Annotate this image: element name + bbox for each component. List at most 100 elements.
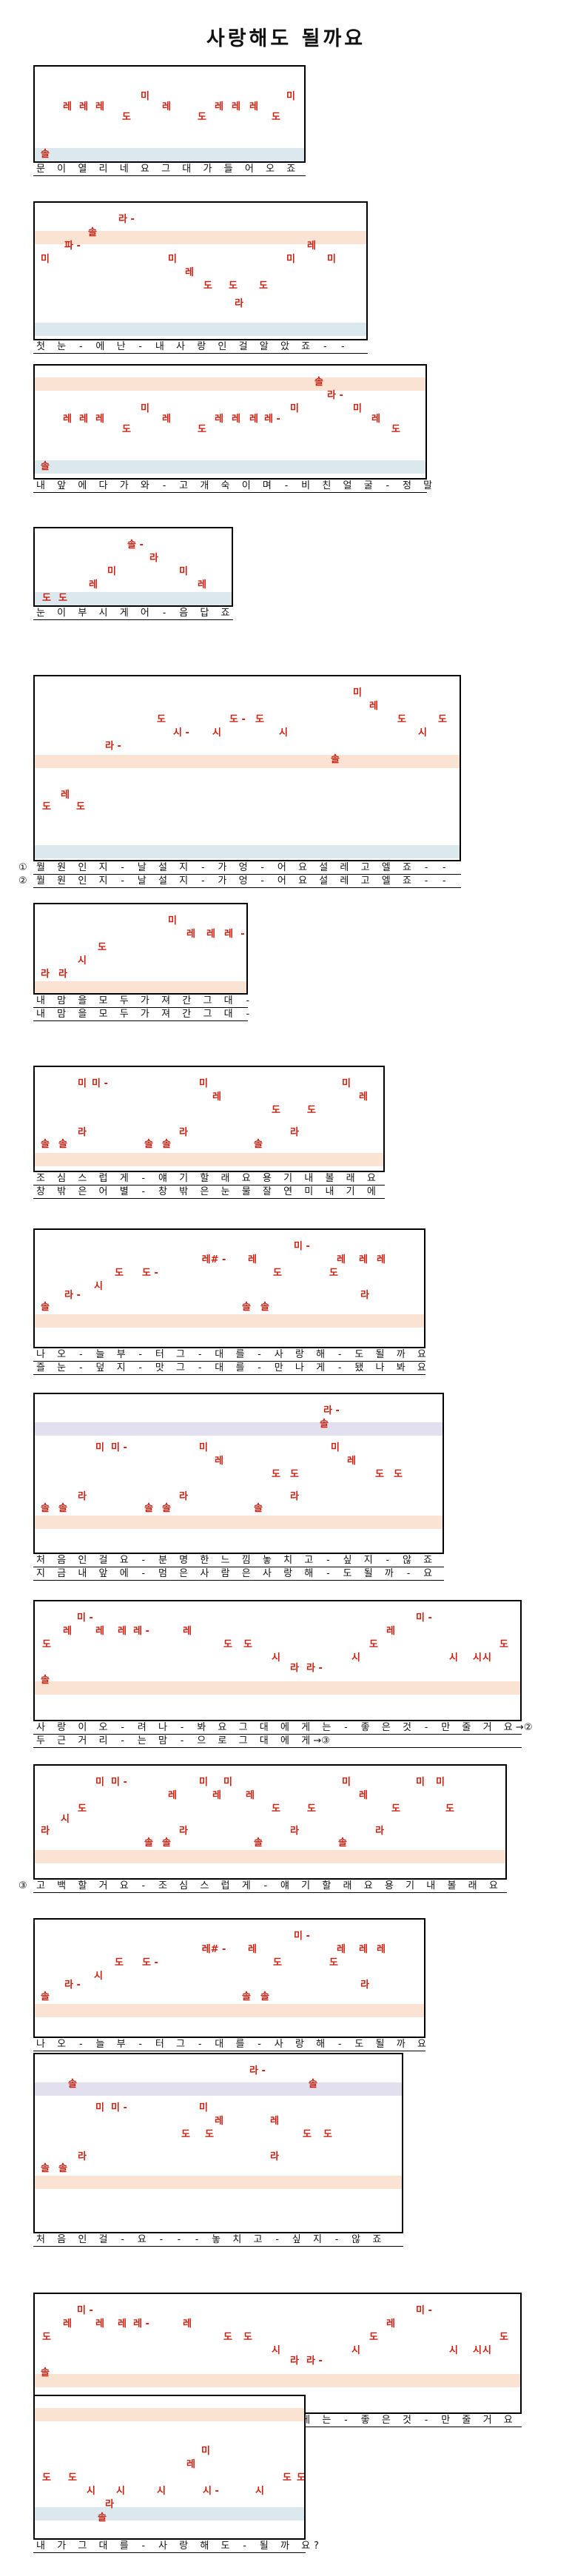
staff-band: [35, 2408, 304, 2421]
note: 미 -: [416, 1612, 432, 1624]
note: 레: [212, 1092, 221, 1103]
note: 도: [243, 1639, 252, 1650]
lyric-text: 사 랑 이 오 - 려 나 - 봐 요 그 대 에 게 는 - 좋 은 것 - …: [36, 1722, 516, 1733]
note: 시: [255, 2486, 264, 2497]
note: 도: [58, 593, 67, 604]
lyric-line: 뭘 원 인 지 - 날 설 지 - 가 엉 - 어 요 설 레 고 엘 죠 - …: [36, 862, 450, 874]
note: 레: [386, 1626, 395, 1637]
note: 도: [394, 1469, 403, 1480]
lyric-underline: [33, 1020, 248, 1021]
note: 라: [290, 2355, 299, 2367]
note: 도: [329, 1957, 338, 1968]
lyric-line: 내 맘 을 모 두 가 져 간 그 대 -: [36, 1009, 254, 1020]
lyric-text: 처 음 인 걸 요 - 분 명 한 느 낌 놓 치 고 - 싶 지 - 않 죠: [36, 1555, 436, 1566]
note: 시: [449, 2345, 458, 2356]
note: 라: [179, 1491, 188, 1502]
note: 도: [273, 1957, 282, 1968]
note: 레: [95, 2318, 104, 2330]
staff-band: [35, 592, 232, 605]
note: 라: [290, 1663, 299, 1674]
lyric-line: 눈 이 부 시 게 어 - 음 답 죠: [36, 608, 233, 619]
staff-band: [35, 231, 366, 244]
lyric-text: 나 오 - 늘 부 - 터 그 - 대 를 - 사 랑 해 - 도 될 까 요: [36, 1349, 430, 1360]
note: 솔: [144, 1503, 153, 1514]
note: 레: [347, 1456, 356, 1467]
lyric-text: 문 이 열 리 네 요 그 대 가 들 어 오 죠: [36, 164, 299, 175]
lyric-text: 즐 눈 - 덮 지 - 맛 그 - 대 를 - 만 나 게 - 됐 나 봐 요: [36, 1362, 430, 1373]
lyric-underline: [33, 353, 368, 354]
note: 도: [375, 1469, 384, 1480]
note: 솔: [242, 1991, 251, 2002]
note: 레 -: [133, 2318, 149, 2330]
note: 솔: [162, 1837, 171, 1849]
note: 레: [249, 414, 258, 425]
note: 미: [141, 403, 149, 414]
section-marker: ②: [18, 875, 27, 887]
note: 미: [95, 2102, 104, 2113]
staff-band: [35, 1153, 383, 1166]
note: 솔: [58, 1503, 67, 1514]
note: 레: [63, 414, 72, 425]
staff-band: [35, 981, 246, 993]
staff-band: [35, 755, 460, 768]
note: 레: [359, 1254, 368, 1265]
lyric-text: 내 맘 을 모 두 가 져 간 그 대 -: [36, 1009, 254, 1020]
note: 도: [329, 1268, 338, 1279]
lyric-underline: [33, 887, 461, 888]
note: 도: [198, 424, 206, 435]
note: 라: [270, 2151, 279, 2162]
note: 솔: [314, 377, 323, 388]
note: 시: [94, 1971, 103, 1982]
note: 레: [224, 929, 233, 940]
lyric-line: 첫 눈 - 에 난 - 내 사 랑 인 걸 알 았 죠 - -: [36, 341, 349, 353]
note: 레: [95, 101, 104, 112]
note: 라: [290, 1127, 299, 1138]
note: 미: [436, 1777, 445, 1788]
note: 시: [473, 2345, 482, 2356]
note: 미: [199, 1078, 208, 1089]
note: 솔 -: [127, 539, 144, 551]
note: 도: [273, 1268, 282, 1279]
lyric-underline: [33, 1747, 522, 1748]
staff-band: [35, 2176, 402, 2189]
note: 솔: [331, 754, 340, 765]
note: 미 -: [111, 1777, 127, 1788]
note: 솔: [260, 1302, 269, 1313]
note: 레: [61, 790, 70, 801]
note: 시: [449, 1652, 458, 1664]
note: 미: [342, 1078, 351, 1089]
note: 레: [359, 1092, 368, 1103]
note: 레: [206, 929, 215, 940]
lyric-text: 눈 이 부 시 게 어 - 음 답 죠: [36, 608, 233, 619]
note: 미: [327, 254, 336, 265]
lyric-text: 내 앞 에 다 가 와 - 고 개 숙 이 며 - 비 친 얼 굴 - 정 말: [36, 480, 436, 491]
lyric-underline: [33, 1198, 385, 1199]
note: 도: [272, 1105, 280, 1116]
note: 시: [351, 2345, 360, 2356]
note: 레: [198, 579, 206, 591]
note: 라 -: [323, 1405, 340, 1416]
note: 솔: [144, 1837, 153, 1849]
note: 레: [359, 1944, 368, 1955]
note: -: [240, 929, 245, 940]
note: 미: [342, 1777, 351, 1788]
note: 라: [235, 298, 243, 309]
note: 라: [360, 1980, 369, 1991]
note: 미: [41, 254, 50, 265]
note: 미: [201, 2446, 210, 2457]
lyric-text: 첫 눈 - 에 난 - 내 사 랑 인 걸 알 았 죠 - -: [36, 341, 349, 352]
staff-band: [35, 2507, 304, 2520]
note: 레: [359, 1790, 368, 1801]
lyric-text: 내 가 그 대 를 - 사 랑 해 도 - 될 까 요?: [36, 2540, 323, 2552]
note: 라: [78, 2151, 87, 2162]
note: 미: [416, 1777, 425, 1788]
note: 도 -: [229, 714, 246, 725]
note: 도: [307, 1803, 316, 1815]
staff-band: [35, 377, 425, 391]
repeat-arrow: →②: [515, 1722, 533, 1733]
